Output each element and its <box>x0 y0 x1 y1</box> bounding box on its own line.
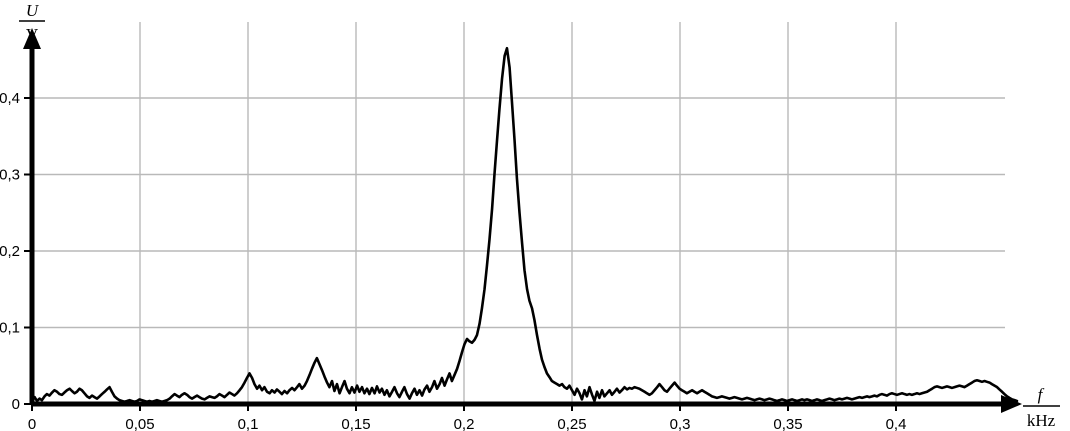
y-tick-label: 0,4 <box>0 90 20 107</box>
y-axis-unit-denominator: V <box>26 25 39 44</box>
x-axis-arrowhead <box>1001 395 1022 413</box>
y-axis-arrowhead <box>23 28 41 49</box>
x-tick-label: 0,2 <box>454 416 475 431</box>
x-tick-label: 0,35 <box>773 416 802 431</box>
x-axis-unit-label: f kHz <box>1023 385 1060 430</box>
x-gridlines <box>139 22 897 404</box>
x-tick-label: 0,4 <box>886 416 907 431</box>
x-tick-label: 0,1 <box>238 416 259 431</box>
y-gridlines <box>32 97 1005 329</box>
y-axis-unit-label: U V <box>19 1 45 44</box>
x-tick-label: 0,05 <box>125 416 154 431</box>
tick-marks <box>24 97 897 411</box>
y-tick-label: 0,3 <box>0 167 20 184</box>
y-tick-label: 0 <box>12 396 20 413</box>
x-axis-unit-denominator: kHz <box>1027 411 1056 430</box>
x-tick-label: 0,15 <box>341 416 370 431</box>
y-axis-unit-numerator: U <box>26 1 40 20</box>
y-tick-label: 0,1 <box>0 320 20 337</box>
x-axis-unit-numerator: f <box>1038 385 1045 404</box>
x-tick-labels: 0 0,05 0,1 0,15 0,2 0,25 0,3 0,35 0,4 <box>28 416 907 431</box>
y-tick-label: 0,2 <box>0 243 20 260</box>
x-tick-label: 0 <box>28 416 36 431</box>
x-tick-label: 0,25 <box>557 416 586 431</box>
y-tick-labels: 0 0,1 0,2 0,3 0,4 <box>0 90 20 413</box>
spectrum-curve <box>30 46 1019 403</box>
x-tick-label: 0,3 <box>670 416 691 431</box>
